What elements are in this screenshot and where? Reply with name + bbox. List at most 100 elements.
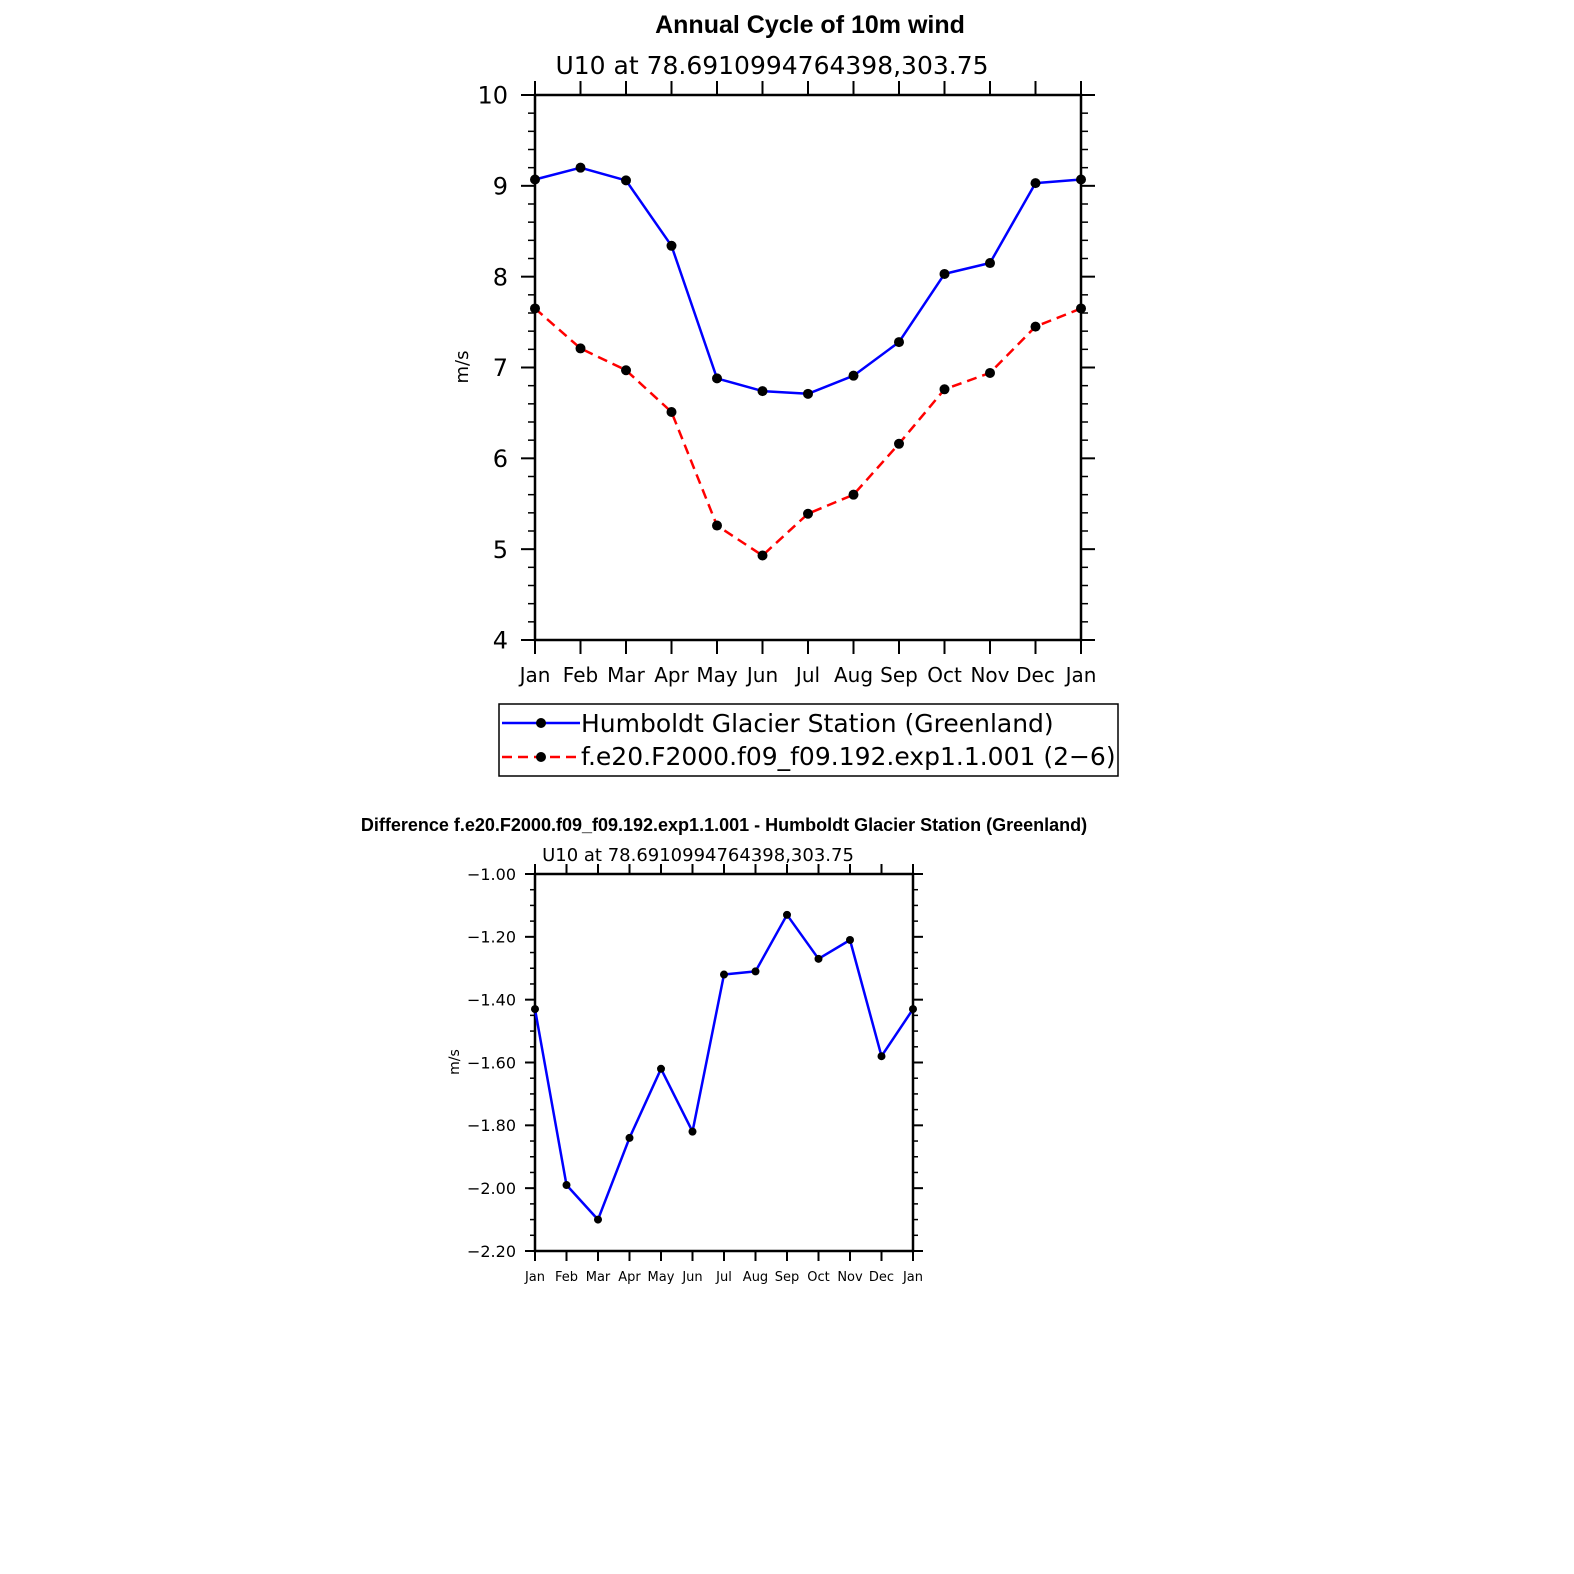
data-point xyxy=(621,365,631,376)
y-tick-label: −1.80 xyxy=(467,1116,516,1135)
x-tick-label: Mar xyxy=(586,1270,611,1285)
data-point xyxy=(783,910,791,919)
x-tick-label: Aug xyxy=(834,663,873,687)
chart-title: Difference f.e20.F2000.f09_f09.192.exp1.… xyxy=(361,815,1087,835)
plot-marks xyxy=(531,910,917,1224)
legend-label-humboldt: Humboldt Glacier Station (Greenland) xyxy=(581,709,1054,738)
y-tick-label: −2.20 xyxy=(467,1242,516,1261)
data-point xyxy=(657,1064,665,1073)
x-tick-label: Jan xyxy=(1064,663,1097,687)
plot-marks xyxy=(530,162,1086,561)
x-tick-label: Feb xyxy=(555,1270,578,1285)
chart-title: Annual Cycle of 10m wind xyxy=(655,11,965,39)
y-tick-label: 6 xyxy=(493,445,508,473)
data-point xyxy=(909,1005,917,1014)
data-point xyxy=(712,373,722,384)
data-point xyxy=(985,367,995,378)
y-tick-label: 9 xyxy=(493,172,508,200)
data-point xyxy=(803,388,813,399)
data-point xyxy=(530,303,540,314)
y-tick-label: 4 xyxy=(493,627,508,655)
x-tick-label: Sep xyxy=(880,663,918,687)
legend: Humboldt Glacier Station (Greenland) f.e… xyxy=(498,703,1119,777)
data-point xyxy=(814,954,823,963)
data-point xyxy=(688,1127,697,1136)
legend-swatch-marker-model xyxy=(536,752,546,762)
data-point xyxy=(621,175,631,186)
x-tick-label: May xyxy=(696,663,738,687)
data-point xyxy=(757,386,768,397)
y-axis-label: m/s xyxy=(447,1049,463,1075)
data-point xyxy=(877,1052,886,1061)
annual-cycle-chart: Annual Cycle of 10m wind U10 at 78.69109… xyxy=(452,11,1119,777)
x-tick-label: Aug xyxy=(743,1270,768,1285)
x-tick-label: Jul xyxy=(794,663,820,687)
y-tick-label: 10 xyxy=(477,82,508,110)
x-tick-label: May xyxy=(648,1270,675,1285)
legend-box xyxy=(498,703,1119,777)
data-point xyxy=(594,1215,602,1224)
series-line-0 xyxy=(534,166,1082,396)
y-tick-label: −1.40 xyxy=(467,990,516,1009)
x-tick-label: Dec xyxy=(869,1270,894,1285)
data-point xyxy=(939,384,950,395)
x-tick-label: Jun xyxy=(681,1270,702,1285)
data-point xyxy=(562,1181,571,1190)
data-point xyxy=(625,1133,634,1142)
x-tick-label: Jul xyxy=(715,1270,732,1285)
difference-chart: Difference f.e20.F2000.f09_f09.192.exp1.… xyxy=(361,815,1087,1285)
y-tick-label: −2.00 xyxy=(467,1179,516,1198)
data-point xyxy=(575,162,586,173)
data-point xyxy=(939,268,950,279)
data-point xyxy=(1076,174,1086,185)
data-point xyxy=(666,407,677,418)
data-point xyxy=(848,489,859,500)
data-point xyxy=(751,967,760,976)
y-tick-label: −1.20 xyxy=(467,928,516,947)
x-tick-label: Feb xyxy=(563,663,598,687)
x-tick-label: Apr xyxy=(618,1270,641,1285)
plot-frame xyxy=(533,872,915,1253)
x-tick-label: Nov xyxy=(837,1270,863,1285)
x-tick-label: Oct xyxy=(927,663,962,687)
x-tick-label: Jan xyxy=(518,663,551,687)
x-tick-label: Jan xyxy=(902,1270,923,1285)
x-tick-label: Mar xyxy=(607,663,646,687)
y-tick-label: 7 xyxy=(493,354,508,382)
x-tick-label: Nov xyxy=(970,663,1009,687)
data-point xyxy=(720,970,728,979)
data-point xyxy=(1030,321,1041,332)
y-tick-label: −1.00 xyxy=(467,865,516,884)
y-tick-label: −1.60 xyxy=(467,1053,516,1072)
data-point xyxy=(530,174,540,185)
data-point xyxy=(1030,178,1041,189)
x-tick-label: Sep xyxy=(775,1270,800,1285)
data-point xyxy=(846,935,854,944)
chart-subtitle: U10 at 78.6910994764398,303.75 xyxy=(542,845,854,866)
y-tick-label: 5 xyxy=(493,536,508,564)
x-tick-label: Jan xyxy=(524,1270,545,1285)
axes: 4 5 6 7 8 9 10 Jan Feb Mar Apr May Jun Jul Aug Sep Oct No… xyxy=(477,81,1096,687)
data-point xyxy=(531,1005,539,1014)
y-axis-label: m/s xyxy=(452,351,473,384)
axes: −2.20 −2.00 −1.80 −1.60 −1.40 −1.20 −1.00 Jan Fe… xyxy=(467,864,923,1285)
data-point xyxy=(712,520,722,531)
x-tick-label: Apr xyxy=(654,663,689,687)
y-tick-label: 8 xyxy=(493,263,508,291)
data-point xyxy=(1076,303,1086,314)
legend-label-model: f.e20.F2000.f09_f09.192.exp1.1.001 (2−6) xyxy=(581,742,1116,771)
series-line-0 xyxy=(533,913,915,1221)
chart-subtitle: U10 at 78.6910994764398,303.75 xyxy=(555,51,988,80)
data-point xyxy=(848,370,859,381)
data-point xyxy=(575,343,586,354)
x-tick-label: Oct xyxy=(807,1270,829,1285)
data-point xyxy=(985,258,995,269)
data-point xyxy=(894,337,904,348)
x-tick-label: Jun xyxy=(745,663,778,687)
data-point xyxy=(666,240,677,251)
x-tick-label: Dec xyxy=(1016,663,1055,687)
legend-swatch-marker-humboldt xyxy=(536,718,546,728)
data-point xyxy=(757,550,768,561)
data-point xyxy=(803,508,813,519)
